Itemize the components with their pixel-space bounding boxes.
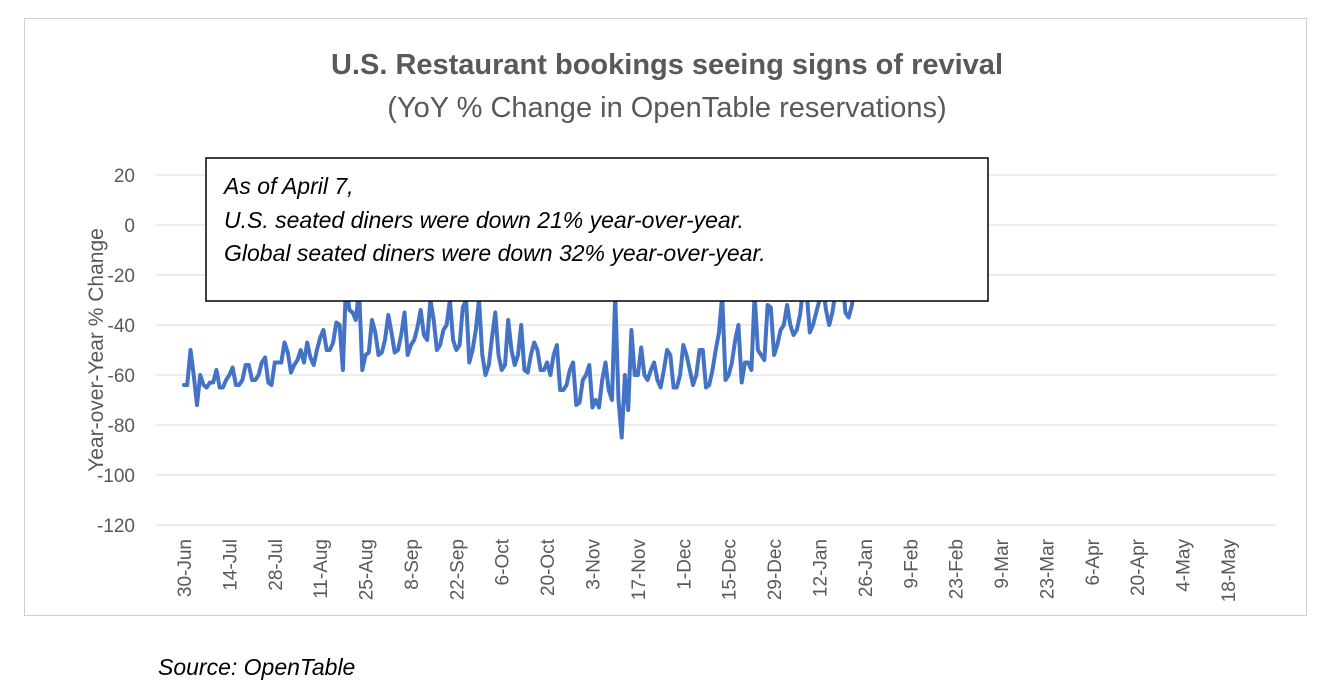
x-tick-label: 17-Nov (629, 539, 650, 601)
x-tick-label: 15-Dec (720, 539, 741, 600)
annotation-box: As of April 7, U.S. seated diners were d… (205, 157, 989, 302)
x-tick-label: 29-Dec (765, 539, 786, 600)
x-tick-label: 18-May (1219, 539, 1240, 603)
x-tick-label: 14-Jul (220, 539, 241, 591)
y-tick-label: -40 (108, 316, 135, 337)
annotation-line-1: As of April 7, (222, 173, 354, 199)
x-axis-ticks: 30-Jun 14-Jul 28-Jul 11-Aug 25-Aug 8-Sep 22-Se… (175, 538, 1240, 602)
y-tick-label: 20 (114, 166, 135, 187)
series-line-us-bookings (182, 225, 890, 440)
annotation-line-2: U.S. seated diners were down 21% year-ov… (224, 207, 744, 233)
y-axis-ticks: 20 0 -20 -40 -60 -80 -100 -120 (97, 166, 135, 537)
annotation-line-3: Global seated diners were down 32% year-… (224, 240, 766, 266)
x-tick-label: 6-Apr (1083, 538, 1104, 585)
y-tick-label: 0 (124, 216, 135, 237)
x-tick-label: 22-Sep (447, 539, 468, 600)
x-tick-label: 25-Aug (357, 539, 378, 600)
x-tick-label: 9-Feb (901, 539, 922, 589)
y-tick-label: -20 (108, 266, 135, 287)
y-tick-label: -80 (108, 416, 135, 437)
y-tick-label: -120 (97, 516, 135, 537)
x-tick-label: 28-Jul (266, 539, 287, 591)
y-axis-label: Year-over-Year % Change (85, 228, 108, 472)
x-tick-label: 12-Jan (810, 539, 831, 597)
y-tick-label: -100 (97, 466, 135, 487)
x-tick-label: 3-Nov (584, 539, 605, 590)
x-tick-label: 6-Oct (493, 538, 514, 585)
chart-frame: U.S. Restaurant bookings seeing signs of… (24, 18, 1307, 616)
x-tick-label: 23-Feb (947, 539, 968, 599)
annotation-border (205, 157, 989, 302)
chart-subtitle: (YoY % Change in OpenTable reservations) (387, 92, 946, 124)
x-tick-label: 1-Dec (674, 539, 695, 590)
x-tick-label: 4-May (1174, 539, 1195, 592)
source-note: Source: OpenTable (158, 654, 356, 680)
x-tick-label: 23-Mar (1037, 538, 1058, 599)
x-tick-label: 20-Oct (538, 538, 559, 596)
x-tick-label: 20-Apr (1128, 538, 1149, 596)
x-tick-label: 8-Sep (402, 539, 423, 590)
y-tick-label: -60 (108, 366, 135, 387)
x-tick-label: 9-Mar (992, 538, 1013, 588)
x-tick-label: 11-Aug (311, 539, 332, 599)
line-chart: U.S. Restaurant bookings seeing signs of… (85, 49, 1276, 602)
chart-title: U.S. Restaurant bookings seeing signs of… (331, 49, 1003, 81)
x-tick-label: 26-Jan (856, 539, 877, 597)
x-tick-label: 30-Jun (175, 539, 196, 597)
